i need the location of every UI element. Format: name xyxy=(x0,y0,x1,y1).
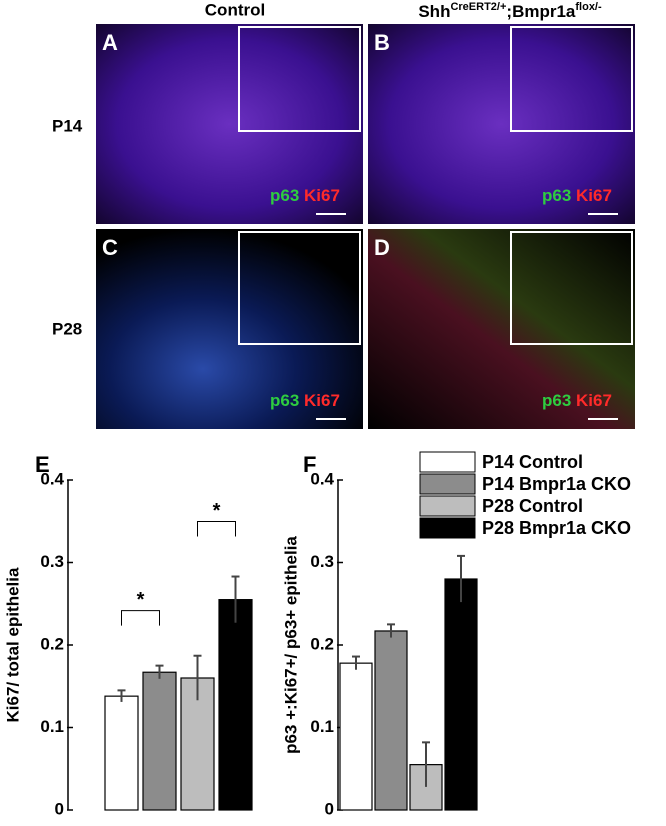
inset-frame xyxy=(510,231,633,345)
bar xyxy=(104,695,139,811)
y-tick-label: 0.4 xyxy=(310,469,334,488)
legend-swatch xyxy=(419,517,476,539)
panel-letter: E xyxy=(35,452,50,477)
y-tick-label: 0.1 xyxy=(40,717,64,736)
panel-letter: B xyxy=(374,30,390,55)
gene: ;Bmpr1a xyxy=(506,2,576,21)
y-tick-label: 0.2 xyxy=(40,634,64,653)
legend-swatch xyxy=(419,473,476,495)
stain: Ki67 xyxy=(304,186,340,205)
stain-label: p63 Ki67 xyxy=(542,186,612,205)
bar xyxy=(142,671,177,811)
column-header: Control xyxy=(205,0,265,19)
significance-bracket xyxy=(197,521,236,537)
stain: p63 xyxy=(542,186,571,205)
panel-letter: A xyxy=(102,30,118,55)
y-tick-label: 0.1 xyxy=(310,717,334,736)
y-tick-label: 0.4 xyxy=(40,469,64,488)
inset-frame xyxy=(238,231,361,345)
y-tick-label: 0 xyxy=(325,799,334,818)
micrograph xyxy=(96,24,363,224)
charts: E Ki67/ total epithelia 0 0.1 0.2 0.3 0.4 * * Fp6… xyxy=(3,451,631,818)
stain: p63 xyxy=(542,391,571,410)
bar xyxy=(444,578,478,811)
significance-label: * xyxy=(137,589,145,611)
y-axis-label: Ki67/ total epithelia xyxy=(3,567,22,722)
micrograph xyxy=(368,24,635,224)
stain: Ki67 xyxy=(576,186,612,205)
significance-label: * xyxy=(213,500,221,522)
y-axis-label: p63 +:Ki67+/ p63+ epithelia xyxy=(281,536,300,754)
panel-letter: D xyxy=(374,235,390,260)
stain: Ki67 xyxy=(576,391,612,410)
superscript: CreERT2/+ xyxy=(450,1,506,13)
legend-swatch xyxy=(419,495,476,517)
panel-letter: C xyxy=(102,235,118,260)
superscript: flox/- xyxy=(575,1,602,13)
micrograph xyxy=(96,229,363,429)
inset-frame xyxy=(510,26,633,132)
y-tick-label: 0.3 xyxy=(310,552,334,571)
stain-label: p63 Ki67 xyxy=(542,391,612,410)
row-label: P28 xyxy=(52,319,82,338)
stain: p63 xyxy=(270,186,299,205)
inset-frame xyxy=(238,26,361,132)
y-tick-label: 0 xyxy=(55,799,64,818)
legend-label: P28 Control xyxy=(482,496,583,516)
bar xyxy=(339,662,373,811)
significance-bracket xyxy=(121,610,160,626)
row-label: P14 xyxy=(52,116,83,135)
stain: p63 xyxy=(270,391,299,410)
stain-label: p63 Ki67 xyxy=(270,391,340,410)
column-header: ShhCreERT2/+;Bmpr1aflox/- xyxy=(418,1,602,22)
y-tick-label: 0.3 xyxy=(40,552,64,571)
y-tick-label: 0.2 xyxy=(310,634,334,653)
legend-label: P14 Control xyxy=(482,452,583,472)
legend-label: P14 Bmpr1a CKO xyxy=(482,474,631,494)
stain-label: p63 Ki67 xyxy=(270,186,340,205)
bar xyxy=(218,599,253,811)
bar xyxy=(180,677,215,811)
legend-label: P28 Bmpr1a CKO xyxy=(482,518,631,538)
gene: Shh xyxy=(418,2,450,21)
legend-swatch xyxy=(419,451,476,473)
panel-letter: F xyxy=(303,452,316,477)
stain: Ki67 xyxy=(304,391,340,410)
bar xyxy=(374,630,408,811)
micrograph xyxy=(368,229,635,429)
